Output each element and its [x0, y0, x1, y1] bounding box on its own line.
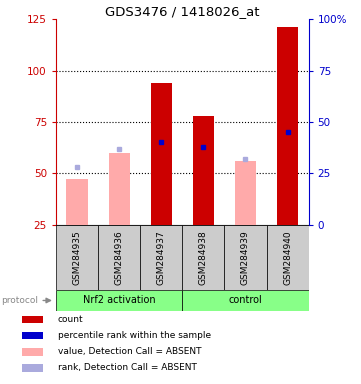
Bar: [151, 83, 172, 225]
Text: Nrf2 activation: Nrf2 activation: [83, 295, 156, 306]
Bar: [56, 225, 98, 290]
Text: GSM284937: GSM284937: [157, 230, 166, 285]
Text: GSM284939: GSM284939: [241, 230, 250, 285]
Bar: [182, 225, 225, 290]
Text: rank, Detection Call = ABSENT: rank, Detection Call = ABSENT: [58, 363, 197, 372]
Bar: [109, 153, 130, 225]
Bar: [266, 225, 309, 290]
Bar: [193, 116, 214, 225]
Bar: [66, 179, 87, 225]
Text: count: count: [58, 315, 83, 324]
Text: GSM284940: GSM284940: [283, 230, 292, 285]
Text: value, Detection Call = ABSENT: value, Detection Call = ABSENT: [58, 348, 201, 356]
Bar: [182, 290, 309, 311]
Bar: [140, 225, 182, 290]
Title: GDS3476 / 1418026_at: GDS3476 / 1418026_at: [105, 5, 260, 18]
Bar: [22, 364, 43, 372]
Text: GSM284936: GSM284936: [115, 230, 123, 285]
Text: GSM284938: GSM284938: [199, 230, 208, 285]
Bar: [235, 161, 256, 225]
Text: percentile rank within the sample: percentile rank within the sample: [58, 331, 211, 340]
Text: protocol: protocol: [1, 296, 38, 305]
Bar: [98, 225, 140, 290]
Bar: [277, 27, 298, 225]
Text: GSM284935: GSM284935: [73, 230, 82, 285]
Bar: [56, 290, 182, 311]
Bar: [22, 316, 43, 323]
Text: control: control: [229, 295, 262, 306]
Bar: [22, 348, 43, 356]
Bar: [22, 332, 43, 339]
Bar: [225, 225, 266, 290]
